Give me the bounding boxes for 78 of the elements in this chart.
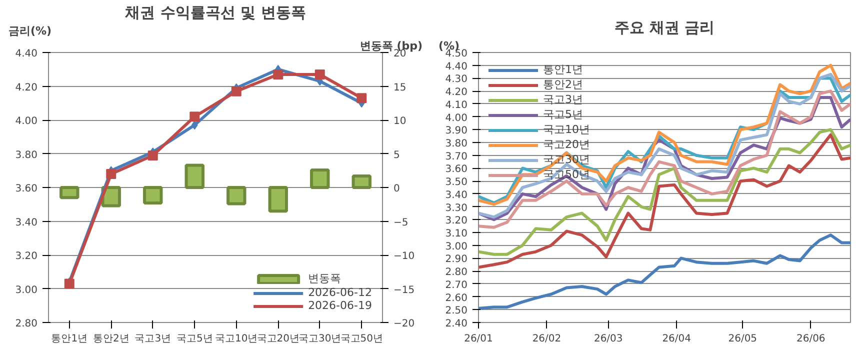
x-tick-label: 국고20년 (256, 334, 300, 344)
y-tick-label: 3.40 (15, 217, 38, 228)
y2-tick-label: 10 (394, 116, 406, 127)
y-tick-label: 3.20 (15, 251, 38, 262)
x-tick-label: 통안2년 (92, 334, 130, 344)
y-tick-label: 3.80 (15, 150, 38, 161)
bar (352, 174, 372, 189)
legend-label: 변동폭 (308, 271, 342, 286)
x-tick-label: 26/01 (464, 334, 493, 344)
x-tick-label: 국고50년 (340, 334, 383, 344)
y-tick-label: 3.30 (445, 202, 468, 214)
point (231, 86, 242, 96)
bar (60, 186, 80, 200)
bar (226, 186, 246, 206)
y-tick-label: 3.70 (445, 151, 468, 162)
x-tick-label: 26/03 (594, 334, 623, 344)
point (106, 169, 116, 179)
y-tick-label: 4.20 (445, 87, 468, 98)
bar (268, 186, 288, 213)
y-tick-label: 3.10 (445, 228, 468, 240)
y2-tick-label: 5 (394, 150, 400, 161)
x-tick-label: 국고10년 (215, 334, 258, 344)
chart-title: 주요 채권 금리 (614, 18, 715, 36)
bar (310, 168, 330, 189)
y-tick-label: 4.40 (445, 61, 468, 72)
x-tick-label: 26/05 (728, 334, 758, 344)
y2-tick-label: −5 (394, 217, 408, 228)
x-tick-label: 26/06 (796, 334, 826, 344)
y-tick-label: 2.80 (445, 267, 468, 278)
y-tick-label: 4.20 (15, 82, 38, 94)
x-tick-label: 26/02 (532, 334, 562, 344)
x-tick-label: 국고3년 (134, 334, 172, 344)
y-tick-label: 4.40 (15, 48, 38, 60)
y-tick-label: 2.80 (15, 318, 38, 330)
x-tick-label: 국고5년 (176, 334, 213, 344)
legend-label: 통안1년 (543, 62, 583, 77)
y-tick-label: 4.10 (445, 100, 468, 111)
y2-tick-label: −15 (394, 284, 415, 296)
legend-label: 통안2년 (543, 77, 583, 92)
point (148, 150, 158, 160)
y-tick-label: 3.20 (445, 216, 468, 227)
point (64, 278, 74, 289)
y2-tick-label: 15 (394, 82, 406, 94)
point (191, 120, 198, 130)
y-tick-label: 3.60 (445, 164, 468, 176)
point (273, 69, 284, 80)
point (190, 112, 200, 122)
y-tick-label: 3.00 (15, 284, 38, 296)
y-tick-label: 2.70 (445, 280, 468, 291)
chart-title: 채권 수익률곡선 및 변동폭 (124, 4, 306, 22)
y-tick-label: 3.60 (15, 184, 38, 194)
bar (143, 186, 163, 205)
y-tick-label: 2.60 (445, 292, 468, 304)
y-tick-label: 4.30 (445, 74, 468, 86)
y2-tick-label: −20 (394, 318, 415, 330)
legend-label: 국고3년 (543, 92, 583, 107)
y-tick-label: 3.50 (445, 177, 468, 188)
y2-tick-label: 0 (394, 184, 400, 194)
y-tick-label: 3.00 (445, 241, 468, 252)
y-axis-title: 금리(%) (8, 24, 52, 38)
x-tick-label: 통안1년 (51, 334, 88, 344)
x-tick-label: 26/04 (662, 334, 692, 344)
y-tick-label: 2.40 (445, 318, 468, 330)
x-tick-label: 국고30년 (298, 334, 342, 344)
y-tick-label: 4.00 (445, 112, 468, 124)
y-tick-label: 2.50 (445, 306, 468, 317)
y-tick-label: 2.90 (445, 254, 468, 266)
point (314, 69, 325, 80)
legend-label: 2026-06-19 (308, 299, 372, 312)
y-tick-label: 3.40 (445, 190, 468, 201)
bar (184, 164, 204, 189)
point (356, 93, 367, 104)
y-tick-label: 3.80 (445, 138, 468, 150)
legend-label: 2026-06-12 (308, 286, 372, 299)
y-tick-label: 3.90 (445, 126, 468, 137)
line-series (478, 234, 850, 310)
y-tick-label: 4.00 (15, 116, 38, 127)
y2-tick-label: −10 (394, 251, 415, 262)
